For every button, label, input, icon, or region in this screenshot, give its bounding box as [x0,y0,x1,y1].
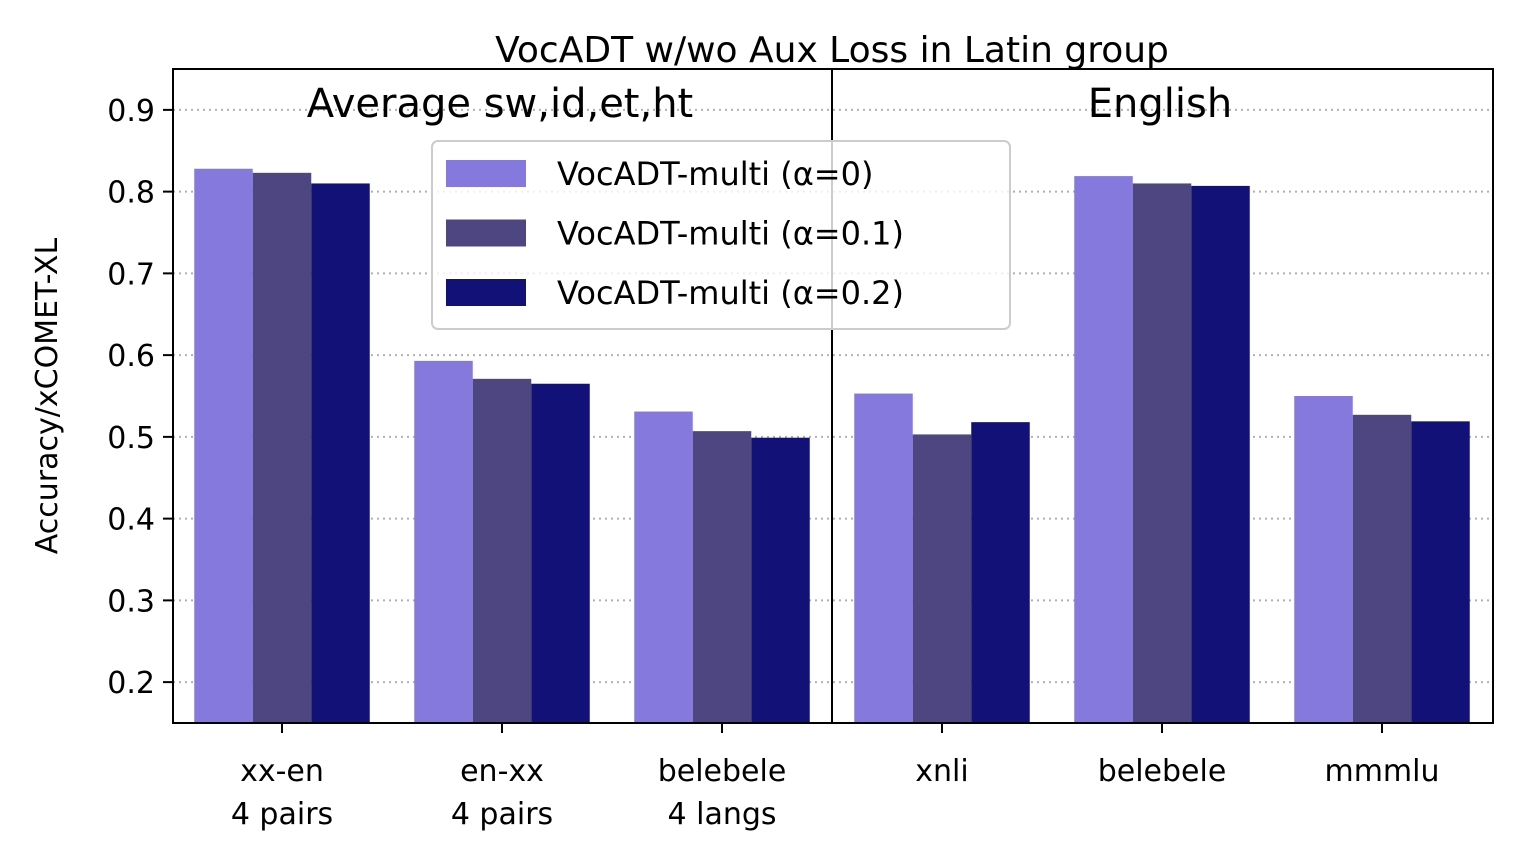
legend-label: VocADT-multi (α=0.2) [557,274,904,312]
bar [1191,185,1250,724]
bar [531,383,590,723]
bar [971,422,1030,723]
y-tick-label: 0.6 [107,339,155,374]
bar [1132,183,1192,723]
y-tick-label: 0.9 [107,94,155,129]
y-tick-label: 0.2 [107,666,155,701]
bar [252,172,312,723]
y-axis: 0.2 0.3 0.4 0.5 0.6 0.7 0.8 0.9 [107,94,173,701]
panel-label-english: English [1088,81,1232,127]
legend-label: VocADT-multi (α=0.1) [557,215,904,253]
x-tick-label: en-xx 4 pairs [451,754,553,832]
y-tick-label: 0.7 [107,257,155,292]
bar [751,437,810,723]
chart-title: VocADT w/wo Aux Loss in Latin group [495,30,1169,71]
legend-swatch [446,219,526,247]
bar [692,431,752,723]
legend-swatch [446,160,526,187]
panel-label-average: Average sw,id,et,ht [307,81,694,127]
y-axis-label: Accuracy/xCOMET-XL [30,238,65,555]
legend-box [431,140,1011,330]
x-tick-label: xnli [915,754,968,789]
bar [1294,396,1353,723]
bar [311,183,370,723]
legend-label: VocADT-multi (α=0) [557,155,873,193]
y-tick-label: 0.4 [107,503,155,538]
bars [194,168,1470,724]
bar [194,168,253,724]
y-tick-label: 0.8 [107,176,155,211]
bar [912,434,972,723]
bar [854,393,913,723]
x-tick-label: mmmlu [1324,754,1439,789]
legend-swatch [446,279,526,306]
x-axis: xx-en 4 pairs en-xx 4 pairs belebele 4 langs x… [231,723,1440,832]
bar [414,360,473,723]
x-tick-label: xx-en 4 pairs [231,754,333,832]
y-tick-label: 0.5 [107,421,155,456]
bar [1074,176,1133,723]
x-tick-label: belebele 4 langs [658,754,787,832]
x-tick-label: belebele [1098,754,1227,789]
bar [634,411,693,723]
y-tick-label: 0.3 [107,584,155,619]
bar [1352,414,1412,723]
bar [1411,421,1470,723]
bar [472,378,532,723]
legend: VocADT-multi (α=0) VocADT-multi (α=0.1) Vo… [431,140,1011,330]
